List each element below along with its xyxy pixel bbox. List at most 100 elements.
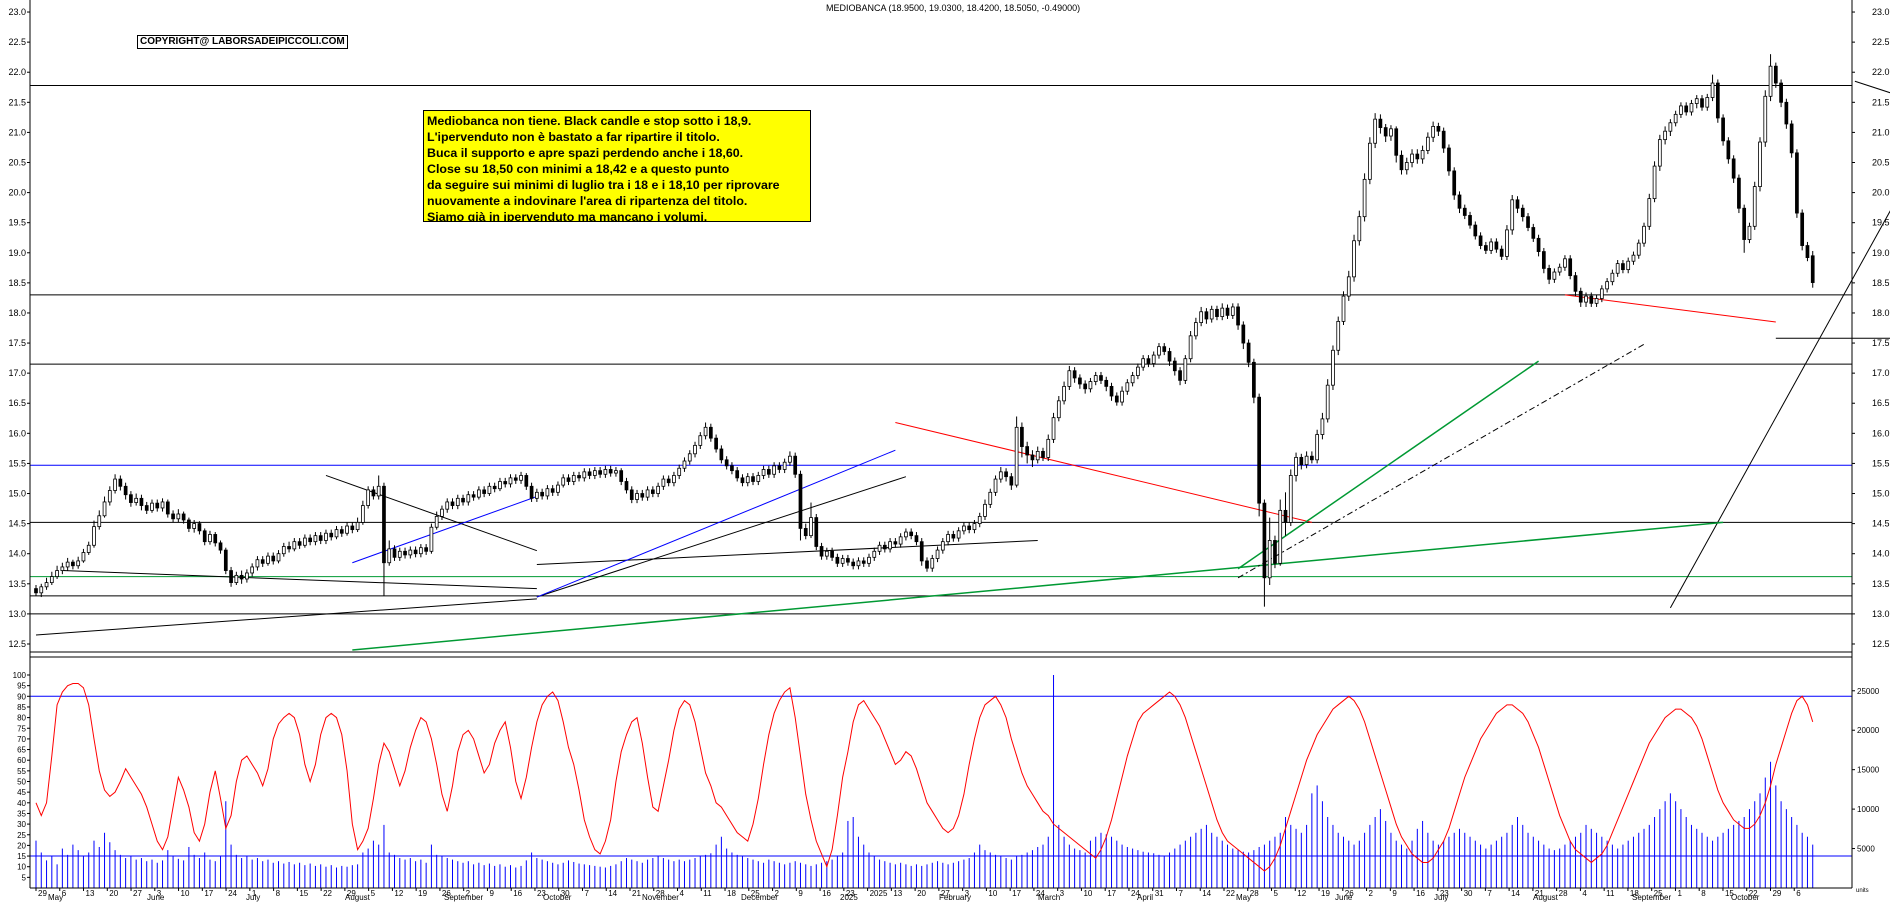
candle-body — [1215, 308, 1219, 317]
candle-body — [76, 560, 81, 567]
x-day-label: 29 — [347, 889, 356, 898]
x-day-label: 22 — [1226, 889, 1235, 898]
x-day-label: 20 — [109, 889, 118, 898]
candle-body — [1773, 65, 1778, 84]
candle-body — [756, 475, 761, 482]
candle-body — [1389, 128, 1393, 137]
candle-body — [1378, 118, 1383, 128]
x-month-label: 2025 — [840, 893, 858, 902]
candle-body — [1099, 375, 1103, 381]
candle-body — [471, 494, 476, 498]
x-day-label: 14 — [1511, 889, 1520, 898]
price-tick-label-left: 18.0 — [8, 308, 26, 318]
x-day-label: 10 — [181, 889, 190, 898]
candle-body — [1800, 212, 1805, 246]
candle-body — [1631, 254, 1636, 262]
candle-body — [1188, 335, 1193, 360]
candle-body — [503, 481, 508, 485]
candle-body — [397, 550, 402, 558]
x-day-label: 16 — [822, 889, 831, 898]
price-tick-label-left: 20.5 — [8, 158, 26, 168]
candle-body — [461, 497, 465, 503]
x-day-label: 23 — [846, 889, 855, 898]
candle-body — [419, 547, 423, 555]
candle-body — [176, 513, 181, 520]
x-day-label: 3 — [965, 889, 970, 898]
candle-body — [1404, 162, 1409, 171]
candle-body — [666, 478, 671, 484]
candle-body — [1041, 450, 1045, 458]
x-day-label: 6 — [1796, 889, 1801, 898]
x-month-label: September — [444, 893, 483, 902]
candle-body — [297, 541, 302, 546]
candle-body — [55, 570, 59, 577]
x-month-label: February — [939, 893, 971, 902]
candle-body — [919, 541, 924, 562]
candle-body — [867, 556, 871, 564]
candle-body — [925, 560, 929, 569]
x-month-label: April — [1137, 893, 1153, 902]
osc-tick-label: 25 — [17, 831, 26, 840]
candle-body — [1035, 450, 1040, 461]
candle-body — [1093, 375, 1098, 382]
candle-body — [1694, 98, 1699, 104]
x-day-label: 24 — [1036, 889, 1045, 898]
candle-body — [571, 475, 576, 482]
candle-body — [1346, 276, 1351, 297]
candle-body — [561, 477, 566, 486]
price-tick-label-left: 15.5 — [8, 458, 26, 468]
x-day-label: 16 — [1416, 889, 1425, 898]
x-day-label: 26 — [442, 889, 451, 898]
candle-body — [1362, 178, 1367, 218]
x-day-label: 22 — [1749, 889, 1758, 898]
candle-body — [1478, 235, 1483, 246]
candle-body — [1700, 98, 1704, 108]
candle-body — [1636, 242, 1641, 256]
price-tick-label-right: 17.5 — [1872, 338, 1890, 348]
price-tick-label-left: 19.0 — [8, 248, 26, 258]
candle-body — [877, 544, 882, 552]
candle-body — [113, 478, 117, 491]
candle-body — [1167, 351, 1172, 362]
x-month-label: May — [1236, 893, 1251, 902]
candle-body — [1758, 141, 1762, 187]
candle-body — [355, 522, 360, 531]
candle-body — [1083, 383, 1088, 390]
x-month-label: October — [1731, 893, 1760, 902]
candle-body — [1136, 366, 1140, 376]
candle-body — [366, 489, 370, 506]
candle-body — [888, 541, 892, 550]
price-tick-label-right: 17.0 — [1872, 368, 1890, 378]
candle-body — [187, 519, 191, 529]
candle-body — [60, 566, 65, 571]
candle-body — [97, 515, 102, 528]
candle-body — [424, 547, 428, 552]
candle-body — [619, 470, 624, 482]
candle-body — [1510, 199, 1515, 231]
osc-tick-label: 65 — [17, 746, 26, 755]
x-day-label: 10 — [1083, 889, 1092, 898]
candle-body — [1415, 153, 1420, 160]
candle-body — [155, 502, 160, 509]
candle-body — [1046, 438, 1051, 458]
candle-body — [1810, 255, 1815, 283]
candle-body — [882, 544, 887, 550]
candle-body — [445, 501, 450, 510]
candle-body — [34, 588, 38, 594]
price-tick-label-right: 18.5 — [1872, 278, 1890, 288]
candle-body — [181, 513, 186, 521]
copyright-label: COPYRIGHT@ LABORSADEIPICCOLI.COM — [137, 35, 348, 49]
x-month-label: November — [642, 893, 679, 902]
candle-body — [1078, 377, 1082, 385]
x-day-label: 1 — [1677, 889, 1682, 898]
candle-body — [213, 534, 218, 544]
candle-body — [603, 469, 608, 475]
volume-tick-label: 5000 — [1857, 845, 1875, 854]
x-day-label: 2 — [775, 889, 780, 898]
x-month-label: December — [741, 893, 778, 902]
candle-body — [266, 555, 270, 564]
candle-body — [898, 536, 903, 545]
candle-body — [1737, 177, 1741, 209]
price-tick-label-left: 13.0 — [8, 609, 26, 619]
candle-body — [577, 475, 581, 479]
